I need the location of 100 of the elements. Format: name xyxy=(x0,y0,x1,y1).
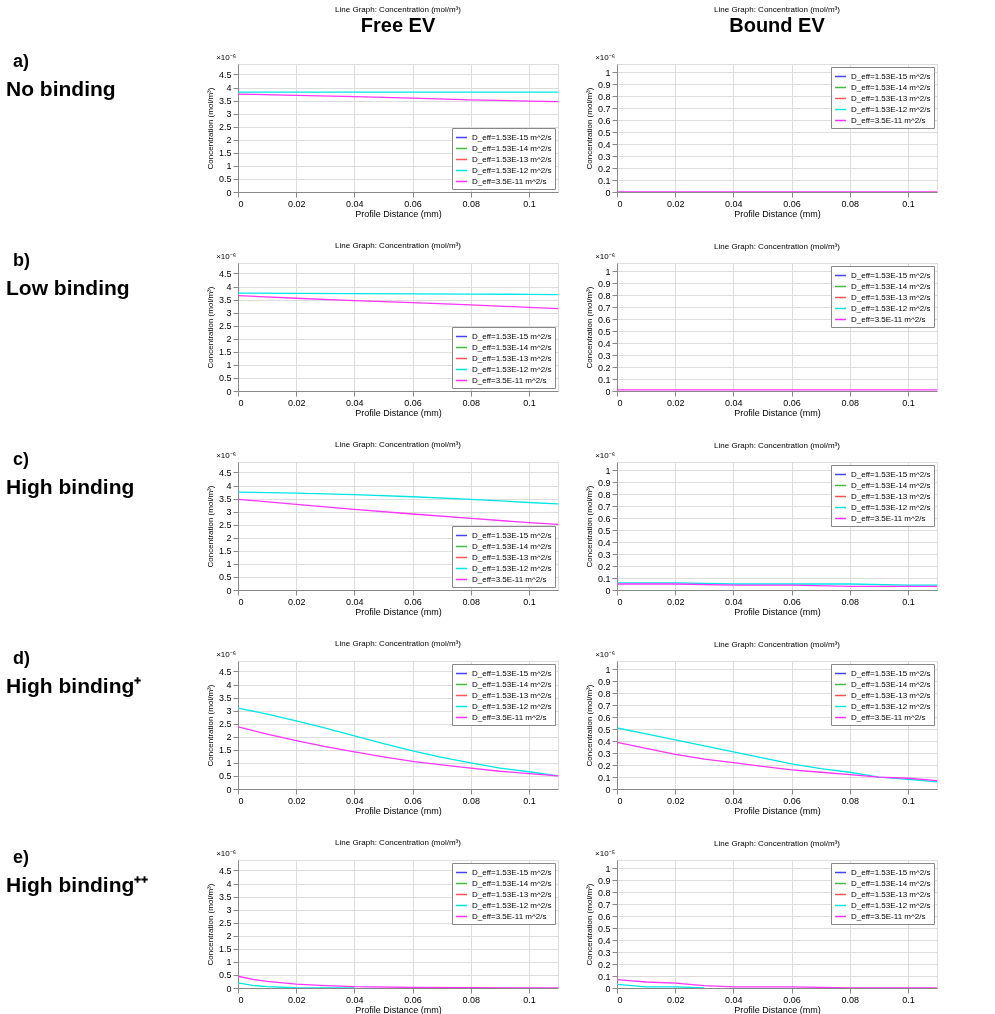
chart-title: Line Graph: Concentration (mol/m³) xyxy=(335,440,462,449)
y-tick-label: 0.5 xyxy=(218,174,232,185)
y-tick-label: 4 xyxy=(226,83,232,94)
x-axis-title: Profile Distance (mm) xyxy=(734,606,821,617)
y-tick-label: 0.1 xyxy=(597,772,611,783)
y-tick-label: 4.5 xyxy=(218,865,232,876)
y-axis-title: Concentration (mol/m³) xyxy=(205,87,215,170)
legend-label: D_eff=1.53E-12 m^2/s xyxy=(851,104,931,114)
y-tick-label: 4 xyxy=(226,282,232,293)
y-tick-label: 0 xyxy=(605,585,611,596)
text: Low binding xyxy=(6,276,130,299)
legend-label: D_eff=1.53E-14 m^2/s xyxy=(472,342,552,352)
y-tick-label: 4.5 xyxy=(218,69,232,80)
legend-label: D_eff=1.53E-12 m^2/s xyxy=(851,900,931,910)
y-axis-title: Concentration (mol/m³) xyxy=(584,684,594,767)
legend-label: D_eff=1.53E-14 m^2/s xyxy=(472,878,552,888)
y-tick-label: 0.3 xyxy=(597,350,611,361)
text: d) xyxy=(13,648,30,668)
legend-label: D_eff=1.53E-13 m^2/s xyxy=(472,690,552,700)
legend-label: D_eff=1.53E-13 m^2/s xyxy=(851,491,931,501)
text: ×10⁻⁶ xyxy=(595,451,615,460)
legend-label: D_eff=3.5E-11 m^2/s xyxy=(472,375,547,385)
legend-label: D_eff=1.53E-14 m^2/s xyxy=(851,878,931,888)
y-tick-label: 0 xyxy=(226,784,232,795)
legend-label: D_eff=1.53E-14 m^2/s xyxy=(472,143,552,153)
x-tick-label: 0.08 xyxy=(462,596,480,607)
x-tick-label: 0.08 xyxy=(462,198,480,209)
y-tick-label: 1 xyxy=(605,863,611,874)
y-tick-label: 2.5 xyxy=(218,122,232,133)
y-tick-label: 0 xyxy=(605,784,611,795)
x-tick-label: 0 xyxy=(617,397,623,408)
legend-label: D_eff=1.53E-13 m^2/s xyxy=(472,154,552,164)
chart-title: Line Graph: Concentration (mol/m³) xyxy=(714,5,841,14)
x-tick-label: 0.02 xyxy=(666,596,685,607)
x-tick-label: 0.08 xyxy=(462,994,480,1005)
x-tick-label: 0.1 xyxy=(523,994,536,1005)
y-tick-label: 0.3 xyxy=(597,947,611,958)
y-tick-label: 0 xyxy=(226,386,232,397)
x-tick-label: 0.1 xyxy=(523,198,536,209)
text: Free EV xyxy=(360,14,436,36)
y-tick-label: 0.5 xyxy=(597,724,611,735)
legend-label: D_eff=3.5E-11 m^2/s xyxy=(851,513,926,523)
y-axis-title: Concentration (mol/m³) xyxy=(205,485,215,568)
y-tick-label: 0.5 xyxy=(218,373,232,384)
y-tick-label: 0.2 xyxy=(597,561,611,572)
y-tick-label: 3 xyxy=(226,706,232,717)
y-tick-label: 0.7 xyxy=(597,700,611,711)
x-tick-label: 0.02 xyxy=(666,397,685,408)
chart-title: Line Graph: Concentration (mol/m³) xyxy=(714,242,841,251)
y-tick-label: 1 xyxy=(605,67,611,78)
x-tick-label: 0.04 xyxy=(346,397,364,408)
y-tick-label: 1.5 xyxy=(218,546,232,557)
x-tick-label: 0 xyxy=(238,795,244,806)
text: a) xyxy=(13,51,30,71)
line-series xyxy=(238,491,558,505)
line-series xyxy=(238,726,558,777)
line-series xyxy=(617,741,937,782)
legend-label: D_eff=1.53E-15 m^2/s xyxy=(472,668,552,678)
x-tick-label: 0.02 xyxy=(287,596,306,607)
x-tick-label: 0 xyxy=(617,994,623,1005)
y-tick-label: 0.6 xyxy=(597,911,611,922)
y-tick-label: 1 xyxy=(226,559,232,570)
x-tick-label: 0.1 xyxy=(902,198,915,209)
legend-label: D_eff=1.53E-14 m^2/s xyxy=(851,480,931,490)
x-tick-label: 0.1 xyxy=(902,795,915,806)
x-tick-label: 0 xyxy=(238,397,244,408)
x-tick-label: 0 xyxy=(617,198,623,209)
y-tick-label: 0.3 xyxy=(597,549,611,560)
line-series xyxy=(617,727,937,783)
legend-label: D_eff=1.53E-14 m^2/s xyxy=(851,82,931,92)
x-tick-label: 0.02 xyxy=(287,198,306,209)
y-tick-label: 0.9 xyxy=(597,477,611,488)
y-tick-label: 2 xyxy=(226,732,232,743)
y-tick-label: 0.4 xyxy=(597,736,611,747)
x-axis-title: Profile Distance (mm) xyxy=(734,208,821,219)
y-tick-label: 0.8 xyxy=(597,688,611,699)
y-tick-label: 0.5 xyxy=(218,970,232,981)
y-tick-label: 0 xyxy=(226,983,232,994)
y-tick-label: 0.7 xyxy=(597,103,611,114)
legend-label: D_eff=3.5E-11 m^2/s xyxy=(851,712,926,722)
x-tick-label: 0 xyxy=(617,795,623,806)
x-tick-label: 0 xyxy=(238,596,244,607)
y-tick-label: 0.9 xyxy=(597,676,611,687)
y-tick-label: 0.7 xyxy=(597,501,611,512)
chart-title: Line Graph: Concentration (mol/m³) xyxy=(714,441,841,450)
legend-label: D_eff=1.53E-12 m^2/s xyxy=(472,900,552,910)
legend-label: D_eff=3.5E-11 m^2/s xyxy=(472,176,547,186)
y-tick-label: 1 xyxy=(226,758,232,769)
x-axis-title: Profile Distance (mm) xyxy=(355,208,442,219)
y-tick-label: 2.5 xyxy=(218,321,232,332)
legend-label: D_eff=1.53E-13 m^2/s xyxy=(472,889,552,899)
y-tick-label: 0.1 xyxy=(597,175,611,186)
legend-label: D_eff=1.53E-13 m^2/s xyxy=(472,552,552,562)
x-tick-label: 0.04 xyxy=(346,596,364,607)
chart-title: Line Graph: Concentration (mol/m³) xyxy=(335,241,462,250)
x-tick-label: 0.02 xyxy=(287,795,306,806)
y-tick-label: 0.1 xyxy=(597,573,611,584)
y-tick-label: 0.1 xyxy=(597,374,611,385)
x-tick-label: 0.08 xyxy=(841,795,859,806)
chart-title: Line Graph: Concentration (mol/m³) xyxy=(335,838,462,847)
